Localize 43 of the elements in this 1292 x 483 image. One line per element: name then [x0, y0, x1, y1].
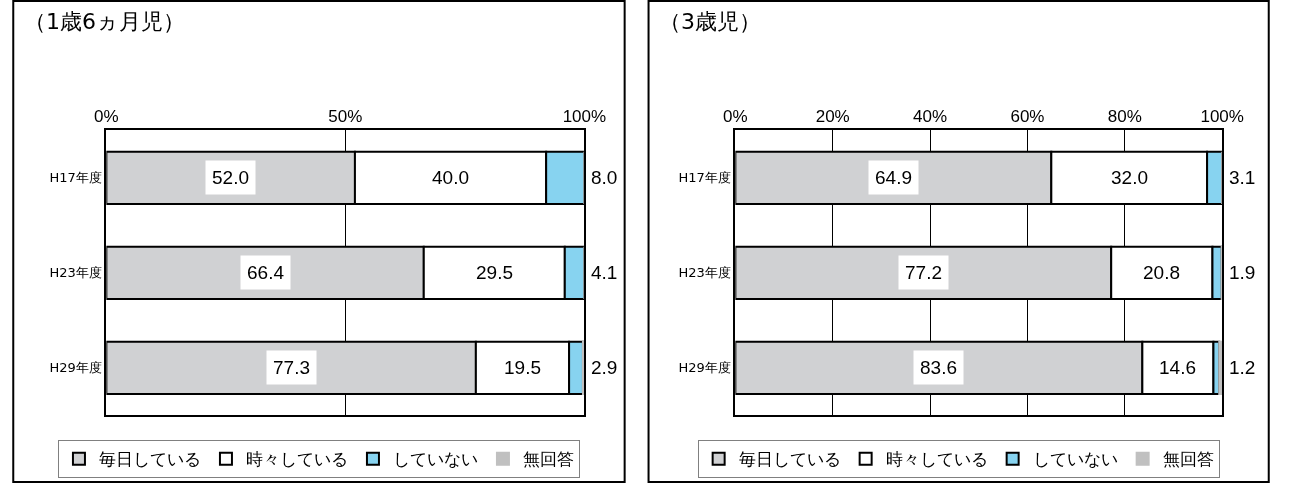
- x-tick-label: 20%: [815, 106, 850, 126]
- data-label: 29.5: [476, 262, 513, 283]
- x-tick-label: 60%: [1010, 106, 1045, 126]
- x-tick-label: 80%: [1107, 106, 1142, 126]
- x-tick-label: 100%: [562, 106, 607, 126]
- legend-label: 時々している: [245, 449, 348, 470]
- data-label: 77.3: [273, 357, 310, 378]
- x-tick-label: 0%: [94, 106, 119, 126]
- legend-label: 毎日している: [738, 449, 841, 470]
- y-tick-label: H29年度: [678, 360, 731, 376]
- chart-title: （1歳6ヵ月児）: [24, 9, 185, 34]
- data-label: 4.1: [591, 262, 618, 283]
- data-label: 3.1: [1229, 167, 1256, 188]
- legend-label: 時々している: [885, 449, 988, 470]
- x-tick-label: 50%: [328, 106, 363, 126]
- legend-label: していない: [1032, 449, 1118, 470]
- data-label: 32.0: [1111, 167, 1148, 188]
- data-label: 8.0: [591, 167, 618, 188]
- x-tick-label: 100%: [1200, 106, 1244, 126]
- y-tick-label: H17年度: [678, 170, 731, 186]
- data-label: 1.9: [1229, 262, 1256, 283]
- chart-title: （3歳児）: [659, 9, 761, 34]
- legend-label: していない: [392, 449, 478, 470]
- y-tick-label: H23年度: [678, 265, 731, 281]
- x-tick-label: 40%: [913, 106, 948, 126]
- x-tick-label: 0%: [723, 106, 748, 126]
- data-label: 64.9: [875, 167, 912, 188]
- data-label: 52.0: [212, 167, 249, 188]
- data-label: 2.9: [591, 357, 618, 378]
- y-tick-label: H23年度: [49, 265, 102, 281]
- legend-label: 無回答: [1162, 449, 1214, 470]
- data-label: 14.6: [1159, 357, 1196, 378]
- data-label: 20.8: [1143, 262, 1180, 283]
- legend-label: 無回答: [522, 449, 574, 470]
- y-tick-label: H17年度: [49, 170, 102, 186]
- data-label: 40.0: [432, 167, 469, 188]
- data-label: 83.6: [920, 357, 957, 378]
- data-label: 1.2: [1229, 357, 1256, 378]
- y-tick-label: H29年度: [49, 360, 102, 376]
- data-label: 19.5: [504, 357, 541, 378]
- legend-label: 毎日している: [98, 449, 201, 470]
- data-label: 77.2: [905, 262, 942, 283]
- data-label: 66.4: [247, 262, 285, 283]
